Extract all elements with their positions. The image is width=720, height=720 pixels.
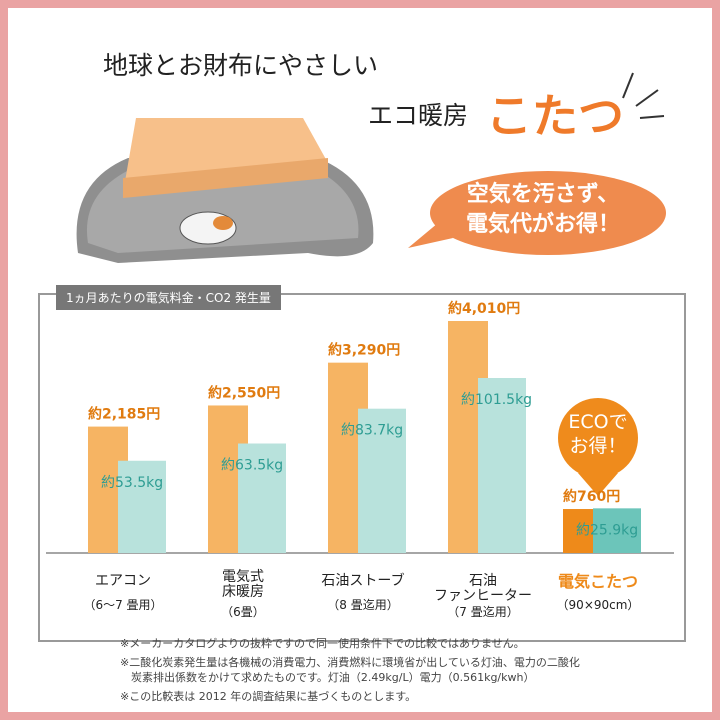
co2-label: 約25.9kg <box>576 522 638 538</box>
header-highlight: こたつ <box>486 89 624 143</box>
co2-label: 約83.7kg <box>341 423 403 439</box>
cat-spot <box>213 216 233 230</box>
category-label: 石油 ファンヒーター <box>434 573 532 604</box>
category-note: （90×90cm） <box>556 598 640 612</box>
co2-label: 約101.5kg <box>461 392 532 408</box>
accent-lines <box>622 72 665 119</box>
category-note: （7 畳迄用） <box>447 605 519 619</box>
category-note: （6畳） <box>221 605 265 619</box>
category-label: 石油ストーブ <box>321 573 405 589</box>
note: ※二酸化炭素発生量は各機械の消費電力、消費燃料に環境省が出している灯油、電力の二… <box>120 656 580 684</box>
bubble-text: 空気を汚さず、 電気代がお得！ <box>465 182 620 237</box>
co2-bar <box>358 408 406 553</box>
header-line2: エコ暖房 <box>368 101 469 130</box>
co2-label: 約63.5kg <box>221 458 283 474</box>
co2-bar <box>478 378 526 553</box>
cost-label: 約760円 <box>563 488 620 505</box>
notes: ※メーカーカタログよりの抜粋ですので同一使用条件下での比較ではありません。 ※二… <box>120 636 700 704</box>
kotatsu-illustration <box>76 118 374 263</box>
category-label: 電気式 床暖房 <box>222 569 264 600</box>
note: ※この比較表は 2012 年の調査結果に基づくものとします。 <box>120 690 417 703</box>
category-label: エアコン <box>95 573 151 589</box>
cost-label: 約3,290円 <box>328 342 400 359</box>
co2-bar <box>238 443 286 553</box>
table-edge <box>123 158 328 198</box>
cost-label: 約2,185円 <box>88 406 160 423</box>
co2-bar <box>593 508 641 553</box>
eco-badge-text: ECOで お得！ <box>568 411 628 457</box>
cost-label: 約4,010円 <box>448 300 520 317</box>
category-label: 電気こたつ <box>557 572 638 591</box>
category-note: （6〜7 畳用） <box>83 598 163 612</box>
co2-bar <box>118 460 166 553</box>
header-line1: 地球とお財布にやさしい <box>103 51 379 80</box>
chart-title: 1ヵ月あたりの電気料金・CO2 発生量 <box>56 285 281 310</box>
co2-label: 約53.5kg <box>101 475 163 491</box>
category-note: （8 畳迄用） <box>327 598 399 612</box>
eco-badge-tail <box>578 473 618 496</box>
cost-label: 約2,550円 <box>208 384 280 401</box>
eco-badge <box>558 398 638 478</box>
note: ※メーカーカタログよりの抜粋ですので同一使用条件下での比較ではありません。 <box>120 637 525 650</box>
speech-bubble <box>408 171 666 255</box>
chart-box <box>38 293 686 642</box>
